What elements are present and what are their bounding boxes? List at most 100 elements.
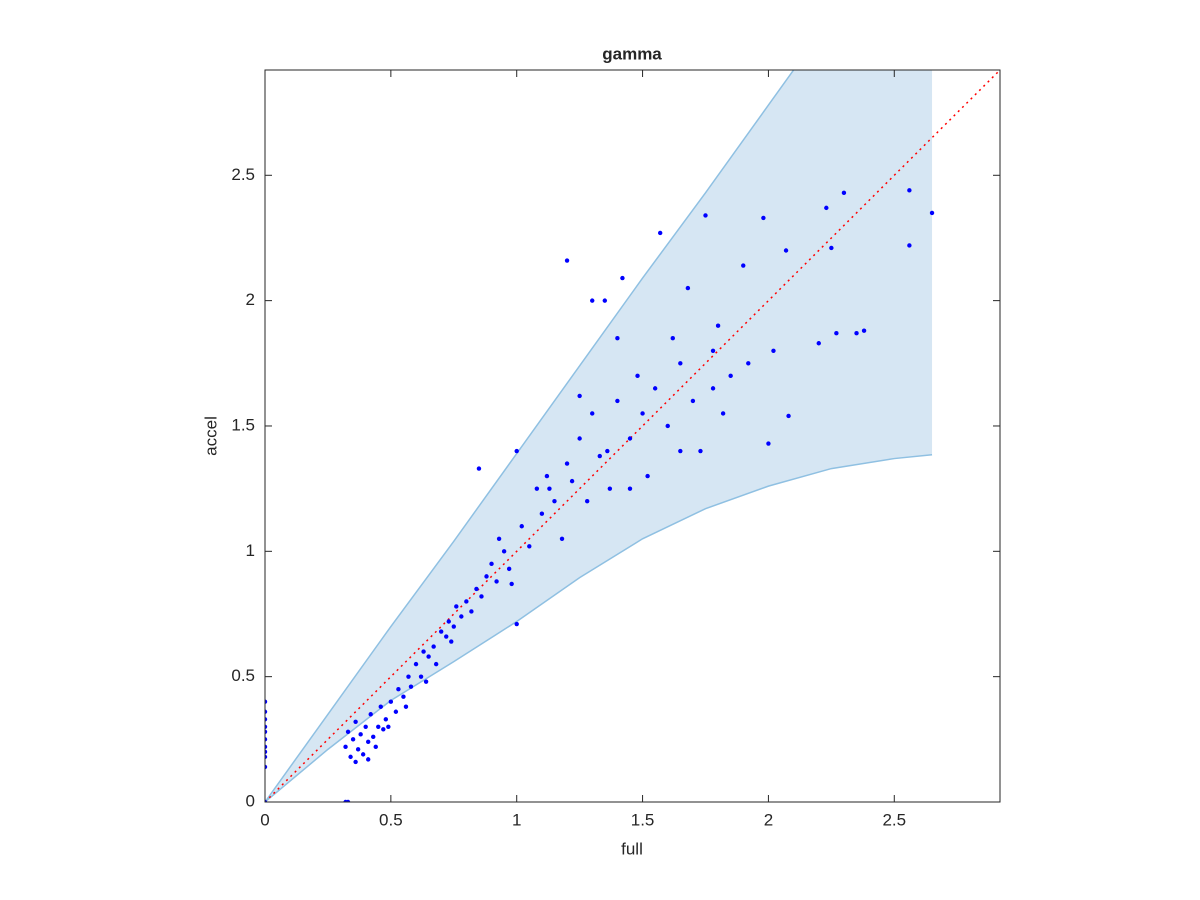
data-point [746,361,751,366]
axes-box [264,69,1001,803]
data-point [345,729,351,735]
data-point [431,644,436,649]
data-point [489,561,494,567]
data-point [590,411,595,416]
data-point [929,210,935,216]
x-axis-label: full [621,839,643,858]
data-point [854,331,859,336]
data-point [418,674,424,679]
data-point [363,724,368,729]
data-point [627,436,633,441]
data-point [534,486,540,491]
data-point [476,466,482,471]
data-point [690,398,696,404]
data-point [720,411,726,416]
data-point [484,574,489,579]
data-point [685,285,691,291]
data-point [761,215,766,221]
data-point [678,361,683,366]
data-point [401,694,406,699]
data-point [464,599,469,604]
data-point [824,205,829,211]
data-point [703,213,708,218]
data-point [343,744,348,750]
x-tick-label: 1.5 [631,810,655,829]
data-point [635,373,640,379]
data-point [265,754,268,760]
data-point [509,581,514,587]
y-tick-label: 1 [246,541,255,560]
data-point [265,799,268,802]
data-point [358,732,363,737]
data-point [710,386,716,391]
data-point [547,486,552,491]
plot-area [265,70,1000,802]
y-tick-label: 1.5 [231,415,255,434]
data-point [353,759,358,765]
data-point [378,704,383,709]
data-point [741,263,746,268]
x-tick-label: 1 [512,810,521,829]
data-point [627,486,633,491]
data-point [620,275,625,281]
data-point [433,661,439,667]
data-point [449,639,454,644]
data-point [907,243,912,248]
data-point [501,549,507,554]
data-point [665,423,670,429]
data-point [715,323,721,328]
data-point [265,729,268,735]
data-point [652,386,658,391]
data-point [786,413,791,419]
data-point [446,619,451,624]
data-point [597,453,602,459]
data-point [539,511,545,516]
data-point [496,536,502,541]
data-point [657,230,663,236]
data-point [454,604,459,609]
data-point [577,393,582,399]
data-point [265,737,268,742]
data-point [265,717,268,722]
data-point [353,719,358,724]
data-point [640,411,645,416]
data-point [559,536,565,541]
data-point [816,341,821,346]
y-tick-label: 0.5 [231,666,255,685]
data-point [396,686,401,692]
data-point [426,654,431,659]
band-upper-edge [265,70,795,802]
data-point [678,448,683,454]
x-tick-label: 0.5 [379,810,403,829]
data-point [438,629,444,634]
x-tick-label: 2 [764,810,773,829]
data-point [607,486,613,491]
data-point [519,524,524,529]
data-point [494,579,499,584]
data-point [451,624,456,629]
data-point [615,398,620,404]
data-point [371,734,376,740]
data-point [265,749,268,755]
data-point [771,348,776,353]
data-point [552,498,557,504]
data-point [459,614,464,619]
data-point [386,724,391,729]
data-point [408,684,414,689]
data-point [544,473,550,479]
data-point [783,248,789,253]
data-point [841,190,847,196]
y-tick-label: 0 [246,791,255,810]
data-point [514,621,519,627]
y-tick-label: 2 [246,290,255,309]
confidence-band [265,70,933,802]
data-point [366,739,371,745]
data-point [265,724,268,729]
data-point [602,298,608,303]
data-point [406,674,411,679]
data-point [421,649,426,654]
data-point [376,724,381,729]
data-point [388,699,394,704]
